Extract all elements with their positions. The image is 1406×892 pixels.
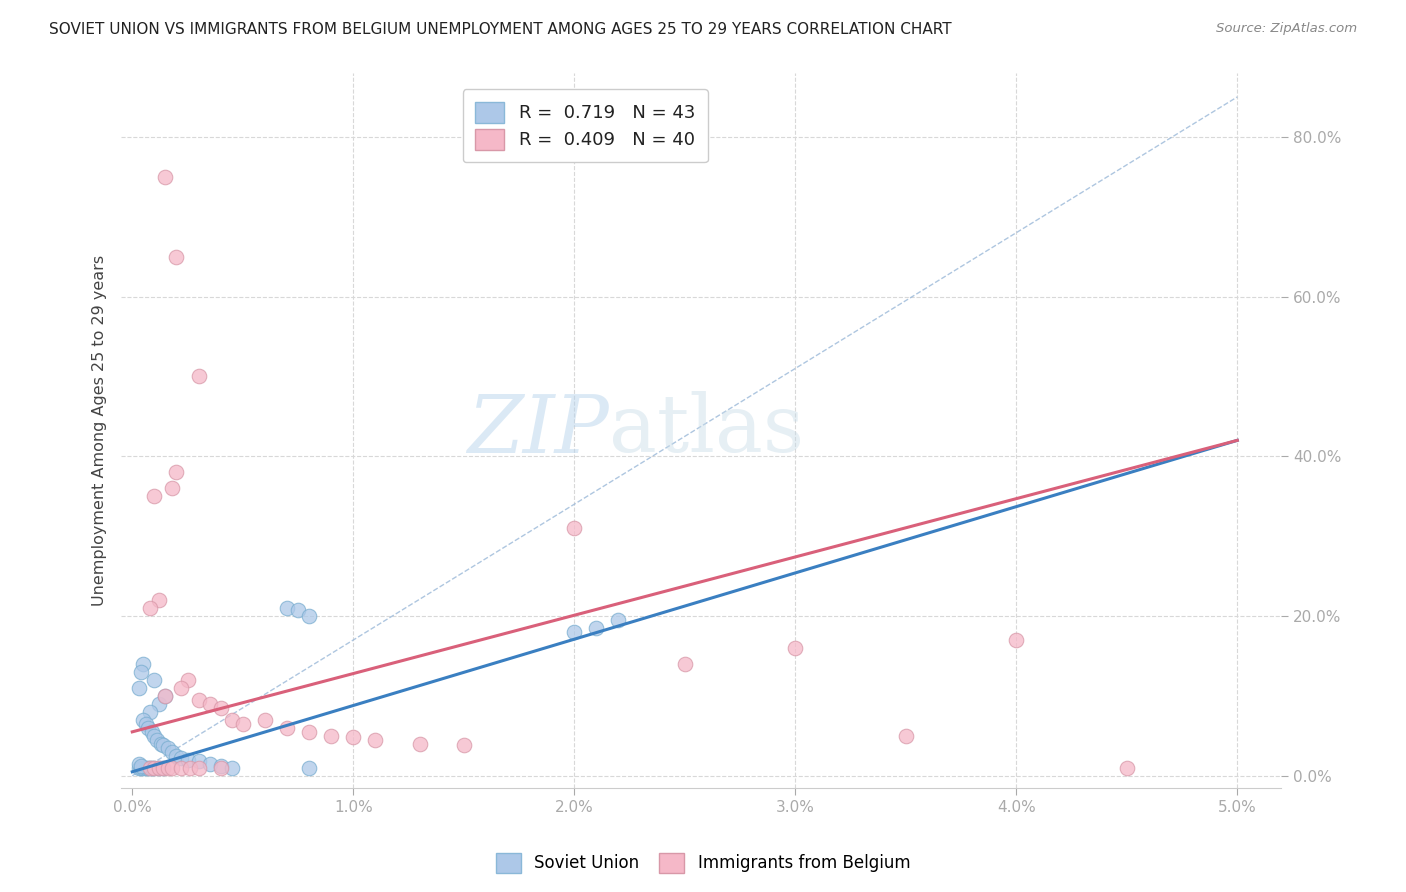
Point [287,602,309,616]
Legend: Soviet Union, Immigrants from Belgium: Soviet Union, Immigrants from Belgium [489,847,917,880]
Point [139,601,162,615]
Point [364,732,387,747]
Point [221,761,243,775]
Point [143,761,166,775]
Point [141,724,163,739]
Point [148,761,170,775]
Point [129,759,152,773]
Point [321,729,343,743]
Point [129,665,152,679]
Text: SOVIET UNION VS IMMIGRANTS FROM BELGIUM UNEMPLOYMENT AMONG AGES 25 TO 29 YEARS C: SOVIET UNION VS IMMIGRANTS FROM BELGIUM … [49,22,952,37]
Point [152,761,174,775]
Point [143,489,166,503]
Point [179,761,201,775]
Point [170,751,193,765]
Point [673,657,696,671]
Y-axis label: Unemployment Among Ages 25 to 29 years: Unemployment Among Ages 25 to 29 years [93,255,107,606]
Point [132,761,155,775]
Text: atlas: atlas [609,392,804,469]
Point [143,761,166,775]
Point [156,740,179,755]
Point [156,761,179,775]
Point [148,697,170,711]
Point [408,737,430,751]
Point [141,761,163,775]
Point [139,761,162,775]
Point [187,369,209,384]
Point [128,761,150,775]
Point [160,745,183,759]
Point [187,693,209,707]
Point [152,761,174,775]
Point [298,761,321,775]
Point [562,625,585,640]
Point [253,713,276,727]
Text: Source: ZipAtlas.com: Source: ZipAtlas.com [1216,22,1357,36]
Point [342,731,364,745]
Point [155,169,177,184]
Point [143,673,166,687]
Point [136,721,159,735]
Point [139,705,162,719]
Point [128,756,150,771]
Point [135,717,157,731]
Point [135,761,157,775]
Point [136,761,159,775]
Point [209,761,232,775]
Point [148,761,170,775]
Point [187,761,209,775]
Point [1115,761,1137,775]
Point [143,729,166,743]
Point [607,613,630,627]
Point [148,593,170,607]
Point [276,601,298,615]
Point [209,701,232,715]
Point [198,697,221,711]
Legend: R =  0.719   N = 43, R =  0.409   N = 40: R = 0.719 N = 43, R = 0.409 N = 40 [463,89,707,162]
Point [298,724,321,739]
Point [585,621,607,635]
Point [166,465,188,479]
Point [298,609,321,624]
Point [1005,632,1028,647]
Point [132,713,155,727]
Point [160,761,183,775]
Point [221,713,243,727]
Point [152,739,174,753]
Point [129,761,152,775]
Point [155,689,177,703]
Point [155,689,177,703]
Point [232,717,254,731]
Point [128,681,150,695]
Point [166,250,188,264]
Point [198,756,221,771]
Point [209,759,232,773]
Point [187,755,209,769]
Text: ZIP: ZIP [467,392,609,469]
Point [894,729,917,743]
Point [170,761,193,775]
Point [453,739,475,753]
Point [176,753,198,767]
Point [276,721,298,735]
Point [170,681,193,695]
Point [145,732,167,747]
Point [150,737,173,751]
Point [176,673,198,687]
Point [139,761,162,775]
Point [166,748,188,763]
Point [562,521,585,535]
Point [785,640,807,655]
Point [132,657,155,671]
Point [160,481,183,495]
